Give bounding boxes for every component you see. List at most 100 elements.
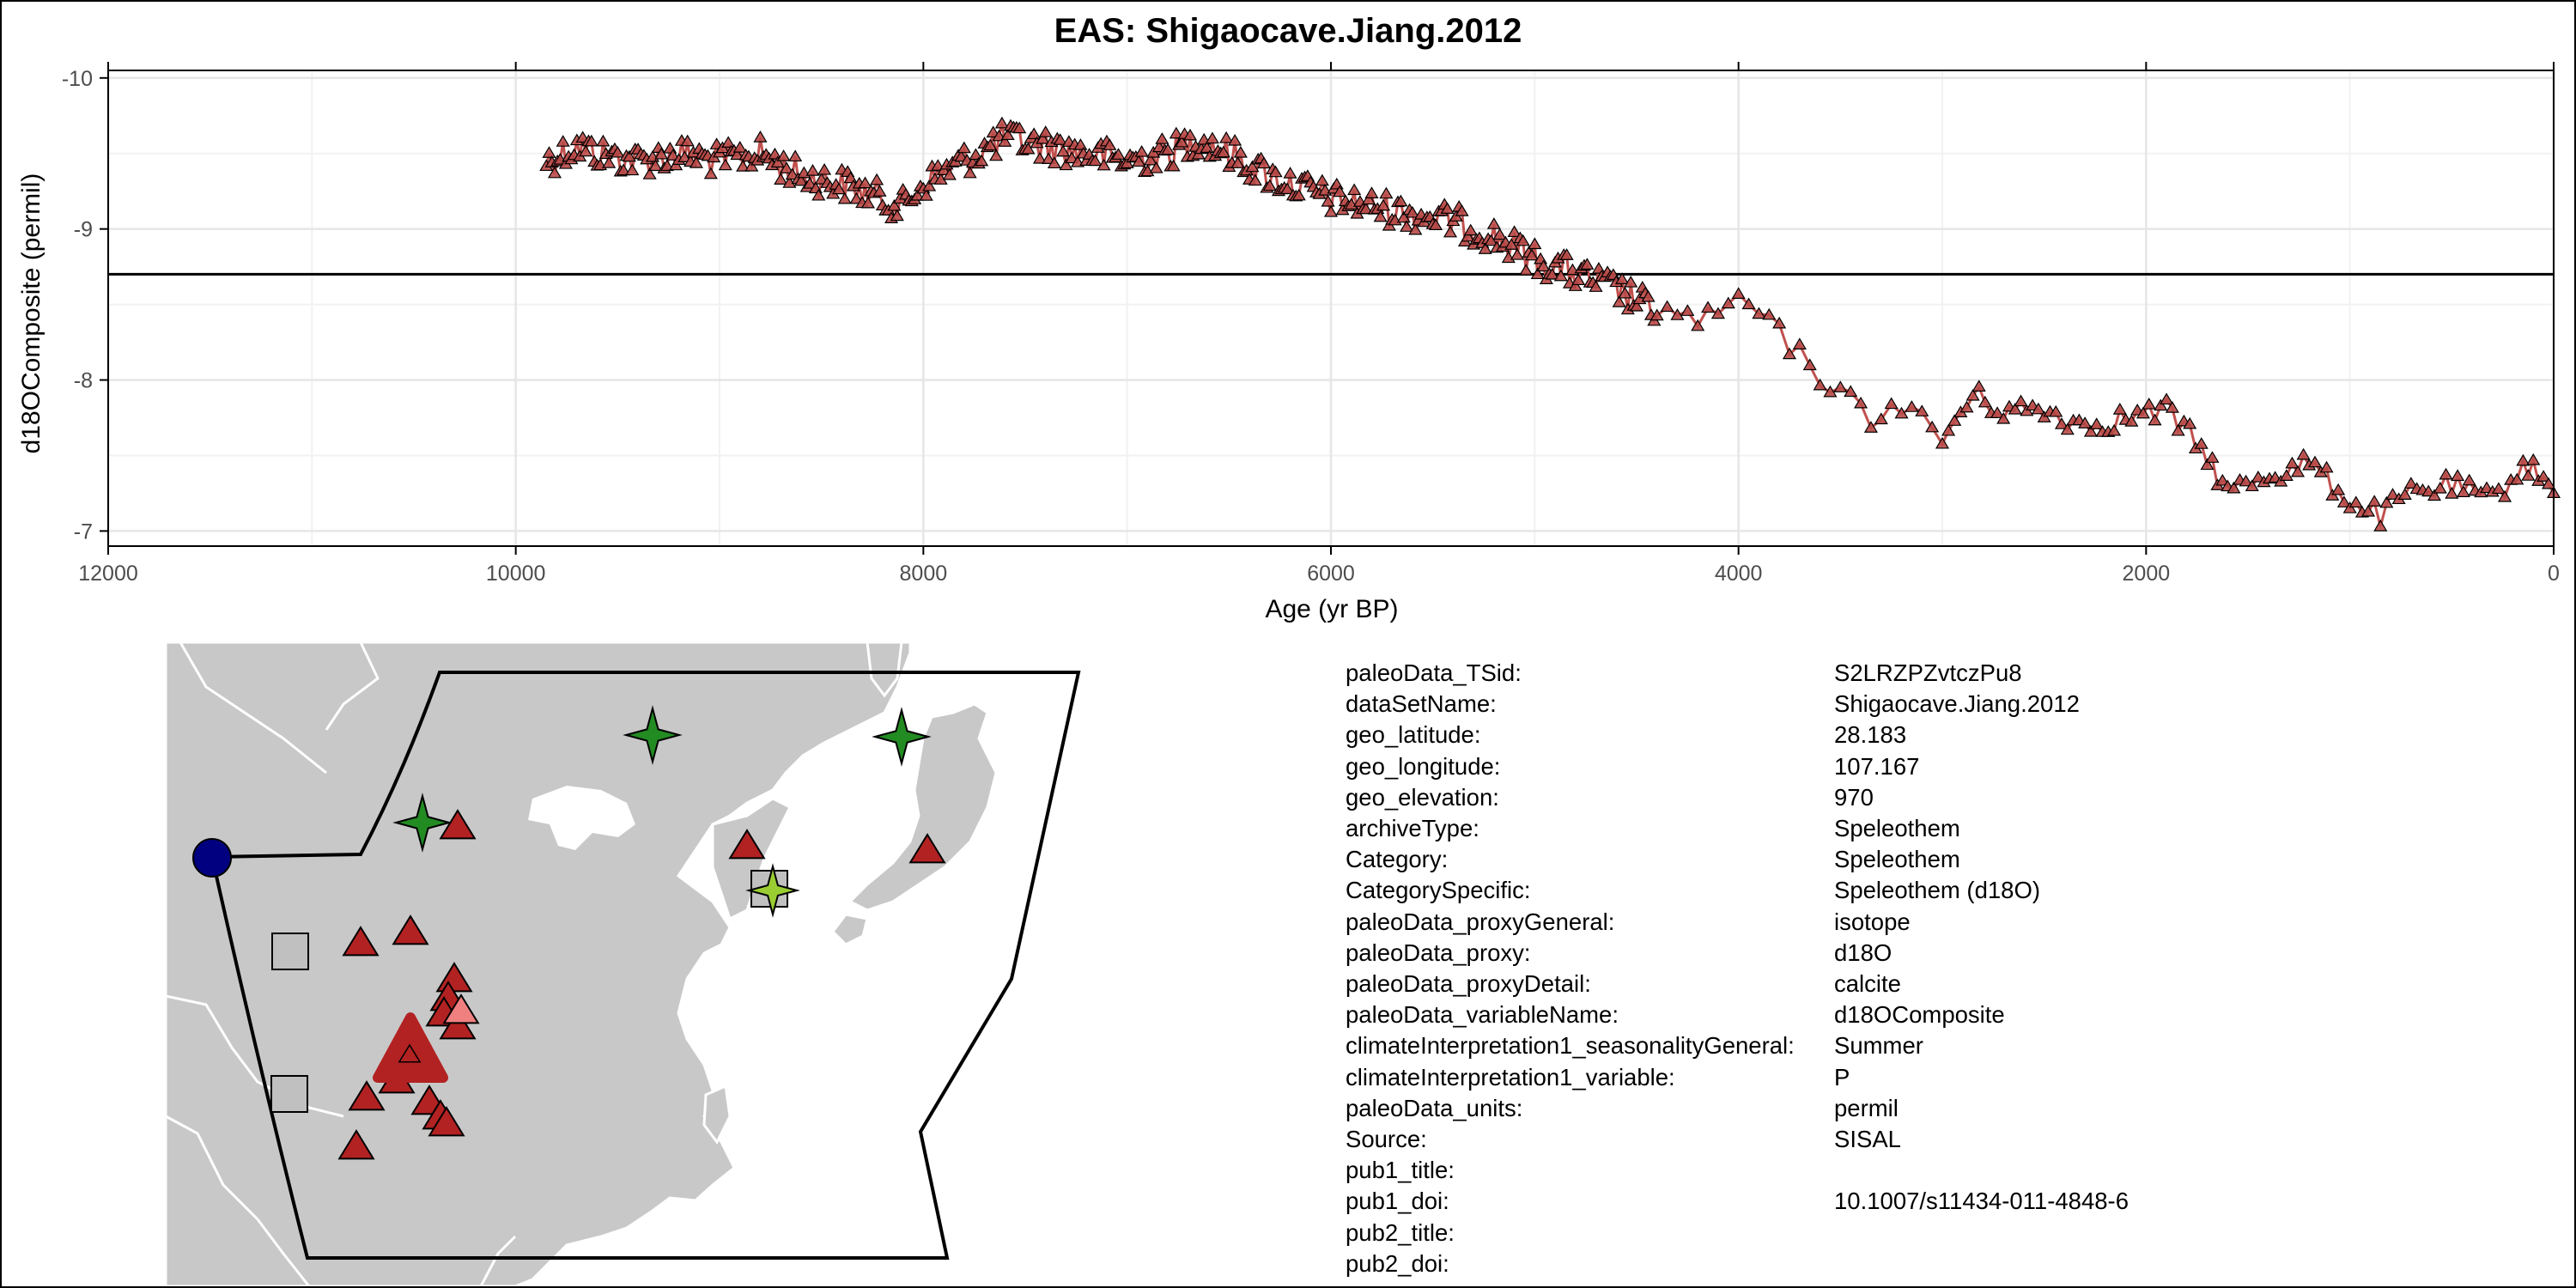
data-point bbox=[1219, 131, 1234, 143]
data-point bbox=[2373, 519, 2388, 532]
data-point bbox=[1528, 237, 1542, 250]
data-point bbox=[2008, 402, 2022, 415]
border-line bbox=[479, 1235, 517, 1286]
data-point bbox=[1660, 300, 1674, 313]
data-point bbox=[919, 189, 933, 201]
data-point bbox=[1169, 126, 1183, 139]
sea-inlet bbox=[528, 786, 635, 850]
data-point bbox=[2421, 484, 2436, 497]
data-point bbox=[1455, 204, 1469, 216]
data-point bbox=[1530, 267, 1545, 280]
data-point bbox=[1256, 156, 1272, 169]
data-point bbox=[1262, 179, 1277, 191]
metadata-row: paleoData_units: permil bbox=[1346, 1093, 2129, 1124]
data-point bbox=[648, 159, 663, 172]
metadata-value: Summer bbox=[1834, 1032, 1923, 1060]
border-line bbox=[256, 1218, 311, 1286]
metadata-value: d18OComposite bbox=[1834, 1001, 2005, 1029]
data-point bbox=[1978, 395, 1992, 408]
metadata-value: 107.167 bbox=[1834, 752, 1920, 780]
site-marker-circle bbox=[192, 838, 232, 878]
metadata-key: pub1_doi: bbox=[1346, 1188, 1449, 1215]
data-point bbox=[1589, 280, 1603, 292]
y-tick-label: -8 bbox=[74, 369, 93, 393]
data-point bbox=[1323, 205, 1339, 217]
data-point bbox=[2165, 401, 2179, 413]
data-point bbox=[753, 131, 768, 143]
data-point bbox=[1461, 229, 1475, 242]
data-point bbox=[837, 191, 852, 204]
data-point bbox=[774, 173, 788, 185]
data-point bbox=[2124, 415, 2139, 427]
x-tick-label: 6000 bbox=[1307, 562, 1355, 586]
data-point bbox=[744, 159, 759, 172]
metadata-row: paleoData_proxyGeneral: isotope bbox=[1346, 907, 2129, 938]
data-point bbox=[942, 167, 957, 180]
data-point bbox=[1792, 337, 1807, 349]
metadata-value: 970 bbox=[1834, 783, 1874, 811]
data-point bbox=[622, 149, 636, 162]
data-point bbox=[2290, 465, 2306, 477]
metadata-key: archiveType: bbox=[1346, 815, 1479, 842]
data-point bbox=[1959, 400, 1974, 413]
data-point bbox=[2089, 417, 2104, 429]
data-point bbox=[770, 155, 785, 168]
data-point bbox=[1833, 380, 1848, 392]
data-point bbox=[1553, 269, 1568, 282]
site-marker-star bbox=[623, 705, 683, 765]
data-point bbox=[2296, 447, 2311, 460]
data-point bbox=[2319, 460, 2334, 473]
data-point bbox=[1971, 380, 1986, 392]
site-marker-triangle bbox=[439, 1009, 477, 1040]
data-point bbox=[542, 146, 556, 158]
data-point bbox=[1905, 400, 1919, 412]
data-point bbox=[1874, 412, 1888, 425]
site-marker-triangle bbox=[908, 833, 946, 864]
metadata-value: Speleothem bbox=[1834, 815, 1960, 842]
metadata-row: geo_latitude: 28.183 bbox=[1346, 720, 2129, 750]
data-point bbox=[2385, 488, 2400, 500]
data-point bbox=[1333, 185, 1347, 197]
data-point bbox=[788, 149, 803, 162]
data-point bbox=[1691, 319, 1705, 331]
y-tick-labels: -10 -9 -8 -7 bbox=[62, 67, 93, 544]
data-point bbox=[1132, 155, 1146, 167]
metadata-value: Speleothem bbox=[1834, 846, 1960, 873]
data-point bbox=[1571, 273, 1586, 286]
data-point bbox=[1280, 182, 1295, 195]
data-point bbox=[617, 163, 631, 176]
data-point bbox=[1670, 308, 1685, 320]
data-point bbox=[2285, 456, 2300, 469]
data-point bbox=[2510, 472, 2524, 485]
data-point bbox=[1813, 378, 1827, 391]
data-point bbox=[1120, 156, 1134, 169]
data-point bbox=[1373, 210, 1388, 222]
data-point bbox=[1347, 183, 1362, 196]
data-point bbox=[2379, 495, 2394, 508]
data-point bbox=[1925, 420, 1940, 433]
data-point bbox=[849, 191, 864, 204]
data-point bbox=[1823, 385, 1838, 398]
data-point bbox=[736, 160, 750, 172]
data-point bbox=[1283, 167, 1297, 179]
data-point bbox=[1042, 152, 1056, 165]
metadata-row: pub1_doi: 10.1007/s11434-011-4848-6 bbox=[1346, 1186, 2129, 1217]
data-point bbox=[2439, 467, 2453, 480]
metadata-key: climateInterpretation1_seasonalityGenera… bbox=[1346, 1032, 1795, 1060]
data-point bbox=[1624, 275, 1638, 288]
data-point bbox=[1429, 218, 1443, 231]
data-point bbox=[1268, 165, 1283, 178]
site-marker-square bbox=[270, 1075, 308, 1113]
data-point bbox=[1559, 248, 1574, 260]
data-point bbox=[2307, 455, 2323, 468]
data-point bbox=[1484, 234, 1498, 246]
metadata-key: Category: bbox=[1346, 846, 1449, 873]
data-point bbox=[703, 167, 718, 179]
metadata-key: paleoData_proxyDetail: bbox=[1346, 970, 1591, 998]
data-point bbox=[1504, 238, 1519, 250]
data-point bbox=[1216, 145, 1230, 158]
data-point bbox=[1680, 304, 1695, 316]
metadata-table: paleoData_TSid: S2LRZPZvtczPu8 dataSetName… bbox=[1346, 658, 2129, 1279]
metadata-row: pub2_doi: bbox=[1346, 1249, 2129, 1279]
data-point bbox=[1486, 217, 1501, 229]
